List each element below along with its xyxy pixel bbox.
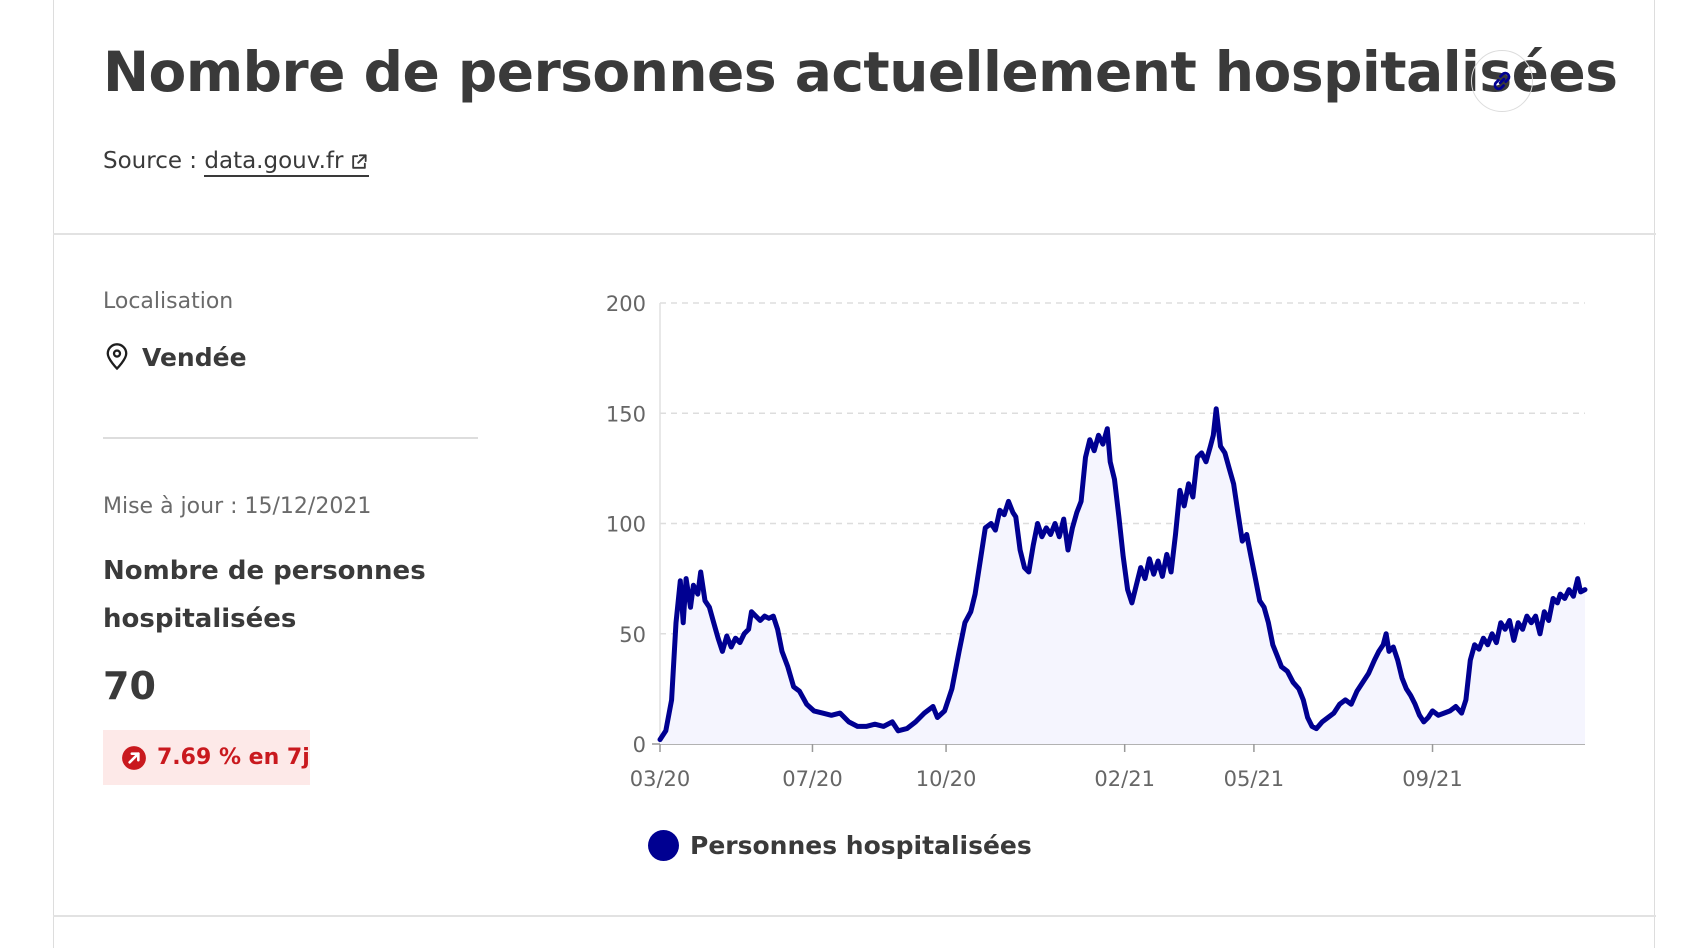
hospitalisation-chart: 0 50 100 150 200 03/20 07/20 10/20 02/21 05/21 09/… bbox=[606, 292, 1588, 791]
metric-value: 70 bbox=[103, 664, 156, 708]
chart-legend: Personnes hospitalisées bbox=[648, 830, 1032, 861]
location-label: Localisation bbox=[103, 289, 234, 314]
y-tick-label: 150 bbox=[606, 402, 646, 426]
update-date: Mise à jour : 15/12/2021 bbox=[103, 494, 372, 519]
x-tick-label: 02/21 bbox=[1094, 767, 1155, 791]
series-line bbox=[657, 406, 1588, 743]
y-tick-label: 100 bbox=[606, 513, 646, 537]
legend-label[interactable]: Personnes hospitalisées bbox=[690, 831, 1032, 860]
x-tick-label: 03/20 bbox=[630, 767, 691, 791]
source-line: Source : data.gouv.fr bbox=[103, 148, 370, 177]
y-tick-label: 0 bbox=[633, 733, 646, 757]
x-tick-label: 07/20 bbox=[782, 767, 843, 791]
source-link[interactable]: data.gouv.fr bbox=[204, 148, 370, 177]
copy-link-button[interactable] bbox=[1471, 50, 1533, 112]
x-tick-label: 09/21 bbox=[1402, 767, 1463, 791]
card-divider-bottom bbox=[53, 915, 1656, 917]
page-title: Nombre de personnes actuellement hospita… bbox=[103, 40, 1618, 104]
y-tick-label: 50 bbox=[619, 623, 646, 647]
card-divider bbox=[53, 233, 1656, 235]
series-area bbox=[660, 408, 1585, 744]
sidebar-divider bbox=[103, 437, 478, 439]
legend-dot bbox=[648, 830, 679, 861]
x-tick-label: 10/20 bbox=[916, 767, 977, 791]
external-link-icon bbox=[352, 153, 368, 169]
y-tick-label: 200 bbox=[606, 292, 646, 316]
map-pin-icon bbox=[106, 343, 128, 371]
trend-text: 7.69 % en 7j bbox=[157, 745, 310, 770]
x-tick-label: 05/21 bbox=[1224, 767, 1285, 791]
metric-label: Nombre de personnes hospitalisées bbox=[103, 556, 426, 634]
location-value: Vendée bbox=[142, 342, 247, 372]
link-icon bbox=[1493, 71, 1511, 91]
location-row: Vendée bbox=[103, 342, 247, 372]
arrow-up-right-icon bbox=[122, 745, 146, 770]
source-link-label: data.gouv.fr bbox=[204, 148, 344, 174]
trend-badge: 7.69 % en 7j bbox=[103, 730, 310, 785]
source-prefix: Source : bbox=[103, 148, 205, 174]
hospitalisation-card bbox=[53, 0, 1655, 948]
